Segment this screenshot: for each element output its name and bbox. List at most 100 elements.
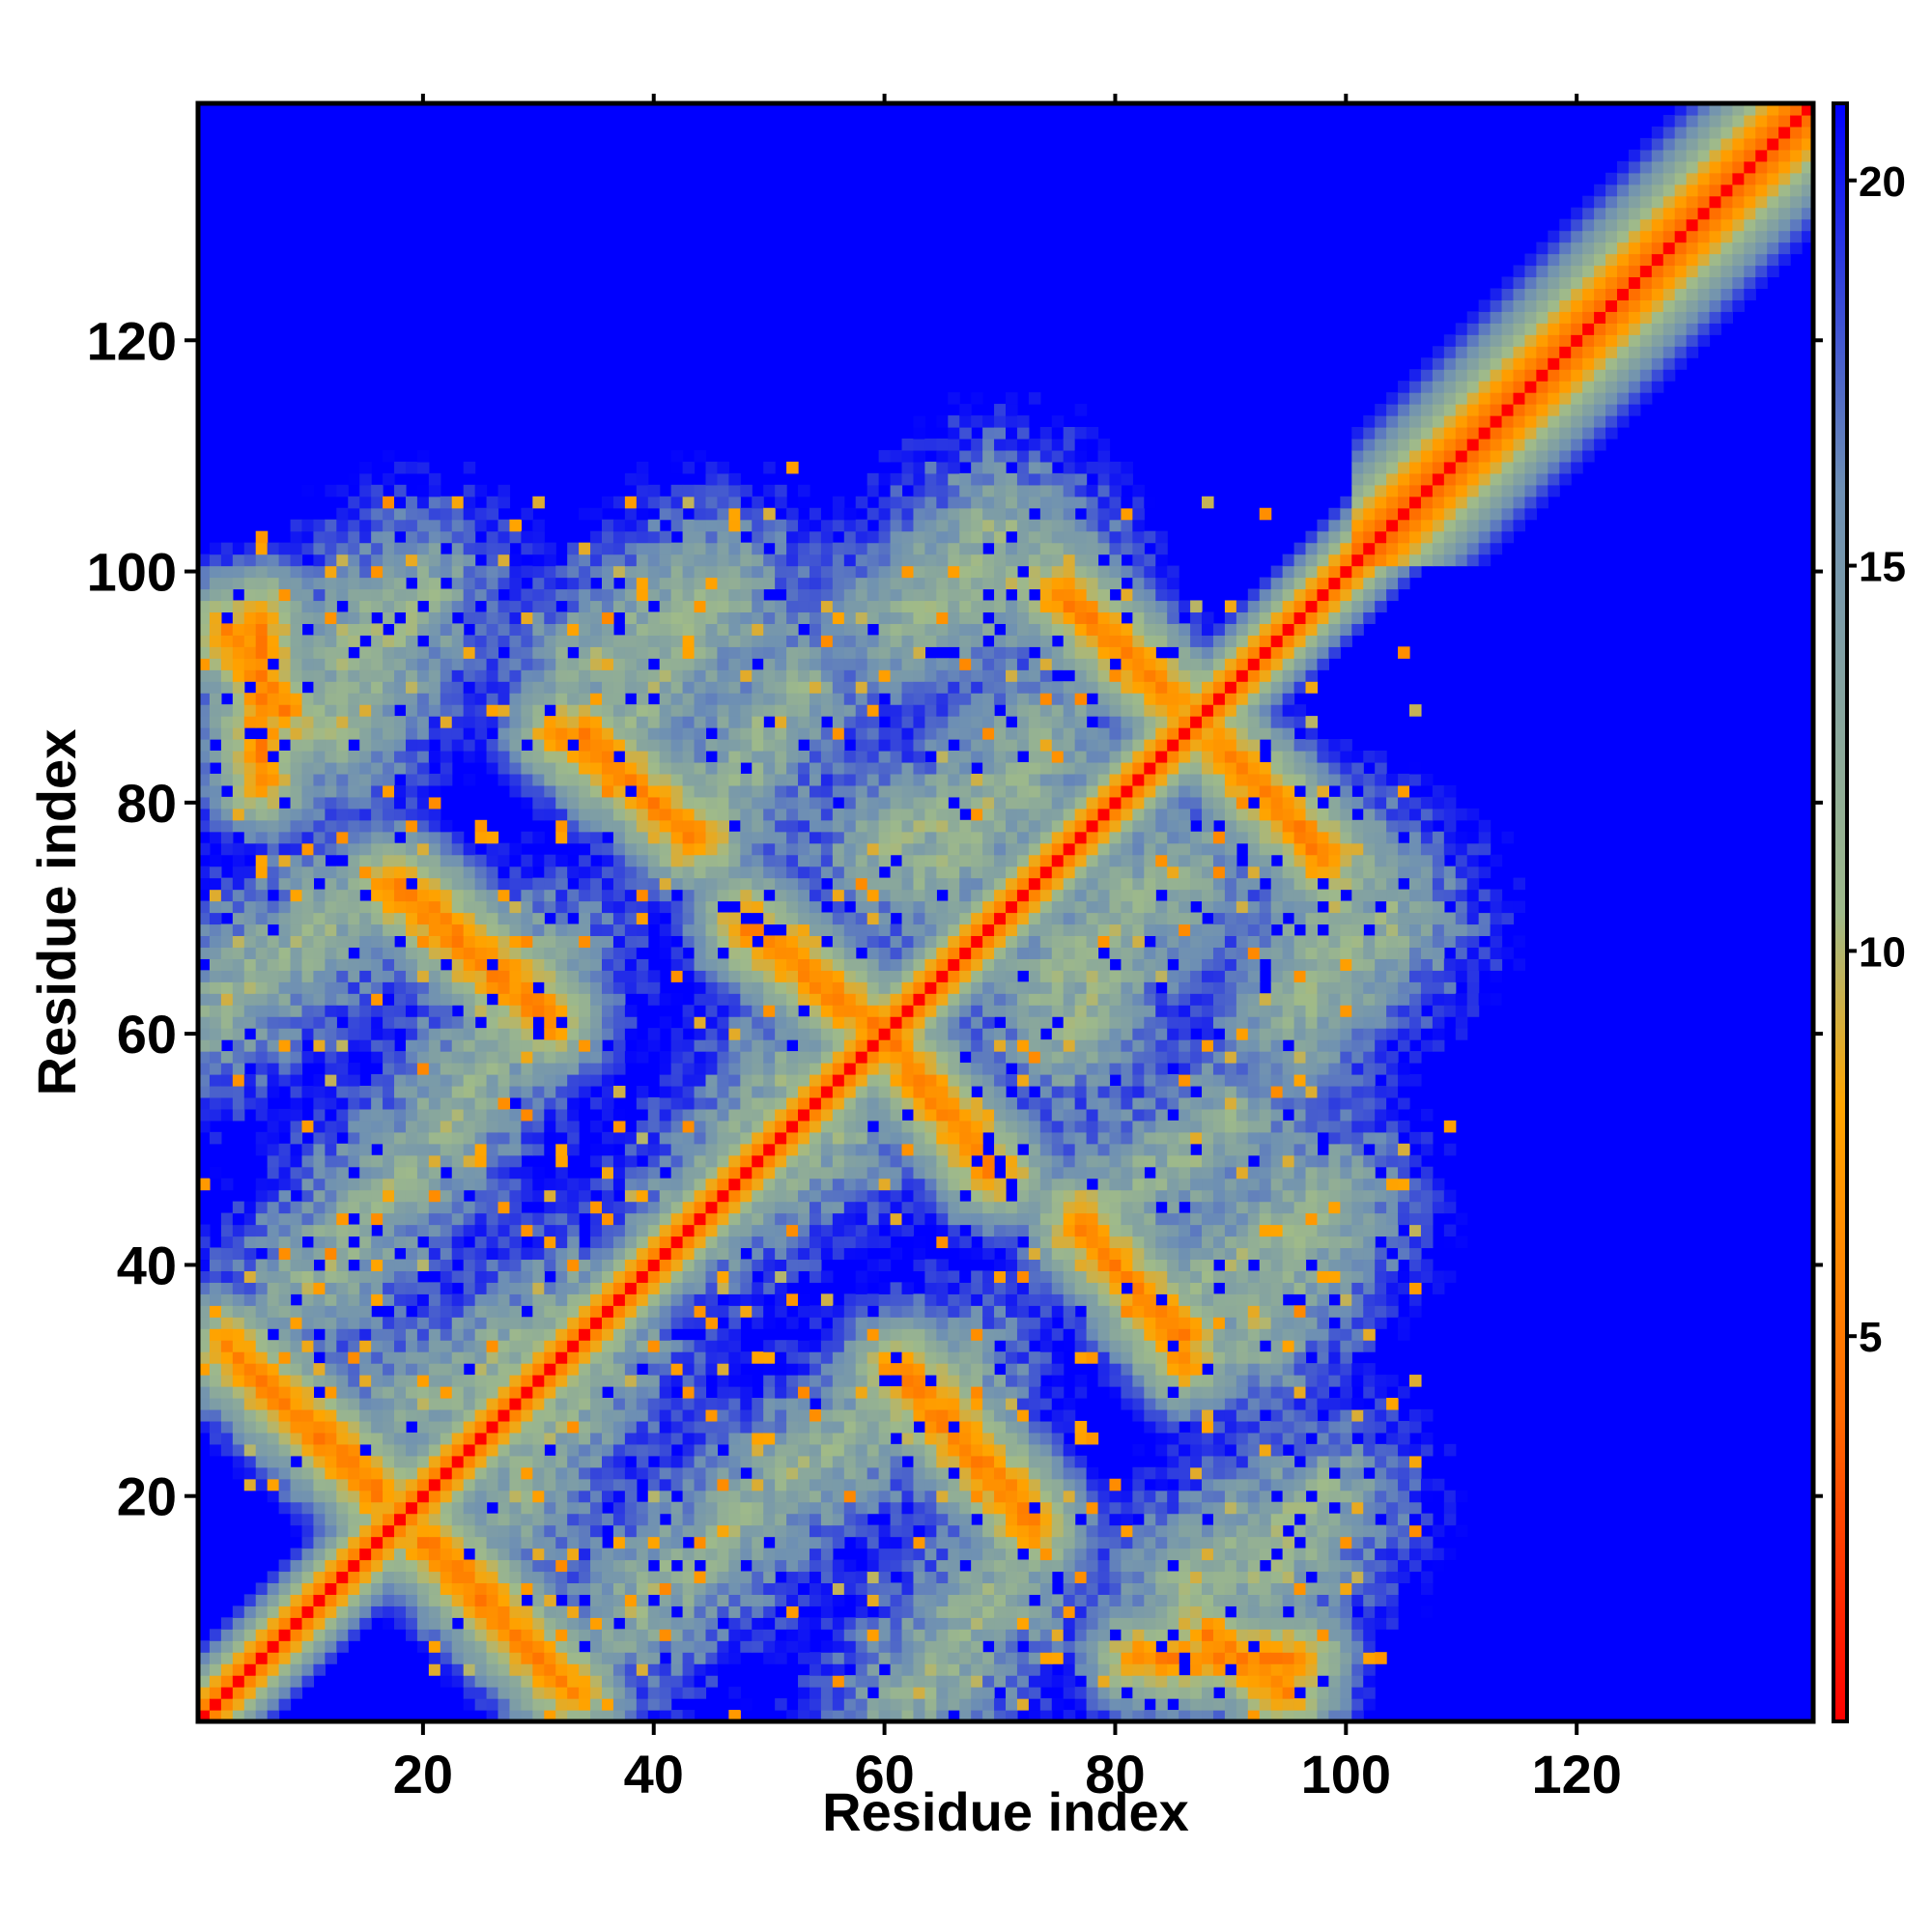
heatmap-cell bbox=[325, 542, 337, 555]
heatmap-cell bbox=[348, 1386, 360, 1399]
heatmap-cell bbox=[278, 1582, 292, 1595]
heatmap-cell bbox=[532, 912, 545, 925]
heatmap-cell bbox=[428, 1340, 441, 1352]
heatmap-cell bbox=[474, 970, 488, 982]
heatmap-cell bbox=[798, 1490, 810, 1503]
heatmap-cell bbox=[636, 1120, 649, 1133]
heatmap-cell bbox=[255, 1189, 269, 1203]
heatmap-cell bbox=[348, 1363, 360, 1376]
heatmap-cell bbox=[405, 1085, 418, 1098]
heatmap-cell bbox=[243, 1408, 257, 1422]
heatmap-cell bbox=[602, 1340, 614, 1352]
heatmap-cell bbox=[486, 1259, 499, 1271]
heatmap-cell bbox=[383, 1143, 395, 1156]
heatmap-cell bbox=[775, 773, 787, 786]
heatmap-cell bbox=[659, 554, 672, 567]
heatmap-cell bbox=[636, 542, 649, 555]
heatmap-cell bbox=[359, 1536, 372, 1549]
heatmap-cell bbox=[740, 565, 753, 579]
heatmap-cell bbox=[612, 1478, 626, 1492]
heatmap-cell bbox=[798, 877, 810, 891]
heatmap-cell bbox=[301, 1375, 315, 1387]
heatmap-cell bbox=[428, 1016, 441, 1029]
heatmap-cell bbox=[602, 542, 614, 555]
heatmap-cell bbox=[590, 542, 603, 555]
heatmap-cell bbox=[313, 1652, 326, 1664]
heatmap-cell bbox=[383, 1201, 395, 1214]
heatmap-cell bbox=[220, 658, 234, 670]
heatmap-cell bbox=[798, 1039, 810, 1052]
heatmap-cell bbox=[209, 854, 222, 867]
heatmap-cell bbox=[243, 773, 257, 786]
heatmap-cell bbox=[371, 554, 384, 567]
heatmap-cell bbox=[371, 1154, 384, 1168]
heatmap-cell bbox=[463, 588, 476, 602]
heatmap-cell bbox=[278, 970, 292, 982]
heatmap-cell bbox=[497, 877, 511, 891]
heatmap-cell bbox=[267, 681, 280, 694]
heatmap-cell bbox=[243, 542, 257, 555]
heatmap-cell bbox=[416, 1201, 430, 1214]
heatmap-cell bbox=[278, 1663, 292, 1676]
heatmap-cell bbox=[636, 1085, 649, 1098]
heatmap-cell bbox=[682, 1189, 696, 1203]
heatmap-cell bbox=[602, 565, 614, 579]
heatmap-cell bbox=[336, 1455, 349, 1468]
heatmap-cell bbox=[301, 923, 315, 937]
heatmap-cell bbox=[232, 565, 245, 579]
heatmap-cell bbox=[405, 1386, 418, 1399]
heatmap-cell bbox=[509, 912, 522, 925]
heatmap-cell bbox=[532, 1259, 545, 1271]
heatmap-cell bbox=[717, 923, 729, 937]
heatmap-cell bbox=[198, 1224, 211, 1237]
heatmap-cell bbox=[509, 1652, 522, 1664]
heatmap-cell bbox=[220, 727, 234, 740]
heatmap-cell bbox=[371, 1594, 384, 1606]
heatmap-cell bbox=[267, 693, 280, 705]
heatmap-cell bbox=[383, 993, 395, 1006]
heatmap-cell bbox=[463, 1698, 476, 1711]
heatmap-cell bbox=[798, 751, 810, 763]
heatmap-cell bbox=[544, 1005, 556, 1017]
heatmap-cell bbox=[463, 1154, 476, 1168]
heatmap-cell bbox=[612, 600, 626, 613]
heatmap-cell bbox=[486, 1189, 499, 1203]
heatmap-cell bbox=[313, 1375, 326, 1387]
heatmap-cell bbox=[798, 1398, 810, 1410]
heatmap-cell bbox=[636, 1420, 649, 1434]
heatmap-cell bbox=[636, 588, 649, 602]
heatmap-cell bbox=[763, 1282, 776, 1294]
heatmap-cell bbox=[290, 669, 303, 682]
heatmap-cell bbox=[521, 761, 533, 775]
heatmap-cell bbox=[670, 1582, 684, 1595]
heatmap-cell bbox=[336, 1559, 349, 1573]
heatmap-cell bbox=[670, 1317, 684, 1329]
heatmap-cell bbox=[383, 1501, 395, 1515]
heatmap-cell bbox=[267, 935, 280, 948]
heatmap-cell bbox=[705, 808, 719, 821]
heatmap-cell bbox=[612, 1293, 626, 1306]
heatmap-cell bbox=[255, 658, 269, 670]
heatmap-cell bbox=[590, 1051, 603, 1064]
heatmap-cell bbox=[775, 831, 787, 844]
heatmap-cell bbox=[763, 1501, 776, 1515]
heatmap-cell bbox=[383, 1120, 395, 1133]
heatmap-cell bbox=[798, 773, 810, 786]
heatmap-cell bbox=[544, 1408, 556, 1422]
heatmap-cell bbox=[728, 1063, 741, 1075]
heatmap-cell bbox=[567, 704, 580, 717]
heatmap-cell bbox=[243, 1212, 257, 1226]
heatmap-cell bbox=[636, 727, 649, 740]
heatmap-cell bbox=[624, 854, 638, 867]
heatmap-cell bbox=[301, 716, 315, 728]
heatmap-cell bbox=[590, 588, 603, 602]
heatmap-cell bbox=[278, 1629, 292, 1641]
heatmap-cell bbox=[301, 1420, 315, 1434]
heatmap-cell bbox=[474, 1398, 488, 1410]
heatmap-cell bbox=[325, 1154, 337, 1168]
heatmap-cell bbox=[798, 1131, 810, 1145]
heatmap-cell bbox=[255, 889, 269, 902]
heatmap-cell bbox=[278, 1166, 292, 1179]
heatmap-cell bbox=[383, 472, 395, 486]
heatmap-cell bbox=[209, 1259, 222, 1271]
